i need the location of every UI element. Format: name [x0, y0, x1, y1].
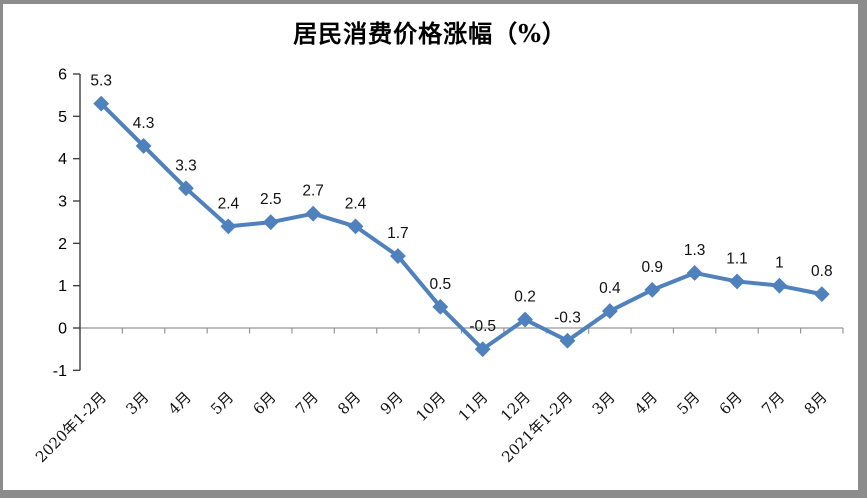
- frame-border-top: [0, 0, 867, 4]
- y-tick-label: 6: [58, 67, 67, 84]
- y-tick-label: 4: [58, 151, 67, 168]
- x-category-label: 8月: [334, 388, 364, 418]
- frame-border-bottom: [0, 490, 867, 498]
- data-label: -0.5: [469, 318, 496, 335]
- y-tick-label: 1: [58, 278, 67, 295]
- y-tick-label: -1: [53, 363, 67, 380]
- data-point-marker: [390, 248, 406, 264]
- data-point-marker: [601, 303, 618, 319]
- x-category-label: 8月: [801, 388, 831, 418]
- data-label: 2.7: [302, 183, 324, 200]
- data-label: -0.3: [554, 310, 581, 327]
- y-tick-label: 2: [58, 236, 67, 253]
- chart-title: 居民消费价格涨幅（%）: [293, 19, 567, 48]
- data-point-marker: [347, 218, 364, 235]
- data-label: 3.3: [175, 157, 197, 174]
- data-label: 1.3: [684, 242, 706, 259]
- y-tick-label: 5: [58, 109, 67, 126]
- x-category-label: 11月: [455, 388, 492, 425]
- data-label: 2.4: [218, 195, 240, 212]
- data-point-marker: [135, 138, 152, 154]
- data-label: 0.9: [641, 259, 663, 276]
- x-category-label: 9月: [377, 388, 407, 418]
- data-label: 1: [775, 255, 784, 272]
- y-tick-label: 0: [58, 321, 67, 338]
- data-label: 0.2: [514, 289, 536, 306]
- data-label: 2.4: [345, 195, 367, 212]
- data-point-marker: [686, 265, 703, 281]
- data-label: 0.4: [599, 280, 621, 297]
- data-label: 1.7: [387, 225, 409, 242]
- data-point-marker: [305, 205, 322, 222]
- series-line: [99, 101, 824, 352]
- x-category-label: 12月: [497, 388, 534, 425]
- x-category-label: 10月: [412, 388, 449, 425]
- x-category-label: 3月: [589, 388, 619, 418]
- data-point-marker: [771, 277, 788, 294]
- data-label: 1.1: [726, 250, 748, 267]
- x-category-label: 4月: [165, 388, 195, 418]
- data-point-marker: [432, 298, 449, 315]
- y-tick-label: 3: [58, 194, 67, 211]
- data-point-marker: [644, 281, 661, 298]
- data-point-marker: [474, 341, 491, 358]
- x-category-label: 5月: [207, 388, 237, 418]
- data-point-marker: [93, 95, 110, 112]
- data-label: 0.8: [811, 263, 833, 280]
- data-point-marker: [729, 273, 745, 290]
- data-label: 2.5: [260, 191, 282, 208]
- x-category-label: 4月: [631, 388, 661, 418]
- data-point-marker: [262, 214, 279, 231]
- x-category-label: 6月: [249, 388, 279, 418]
- x-category-label: 5月: [673, 388, 703, 418]
- x-category-label: 7月: [758, 388, 788, 418]
- x-category-label: 7月: [292, 388, 322, 418]
- data-point-marker: [220, 218, 237, 235]
- x-category-label: 3月: [122, 388, 152, 418]
- data-point-marker: [517, 311, 533, 328]
- data-point-marker: [813, 286, 830, 303]
- data-point-marker: [178, 180, 194, 197]
- data-label: 0.5: [430, 276, 452, 293]
- frame-border-right: [858, 0, 867, 498]
- data-point-marker: [559, 332, 576, 349]
- x-category-label: 2020年1-2月: [32, 388, 110, 466]
- x-category-label: 6月: [716, 388, 746, 418]
- data-label: 5.3: [90, 73, 112, 90]
- data-label: 4.3: [133, 115, 155, 132]
- frame-border-left: [0, 0, 3, 498]
